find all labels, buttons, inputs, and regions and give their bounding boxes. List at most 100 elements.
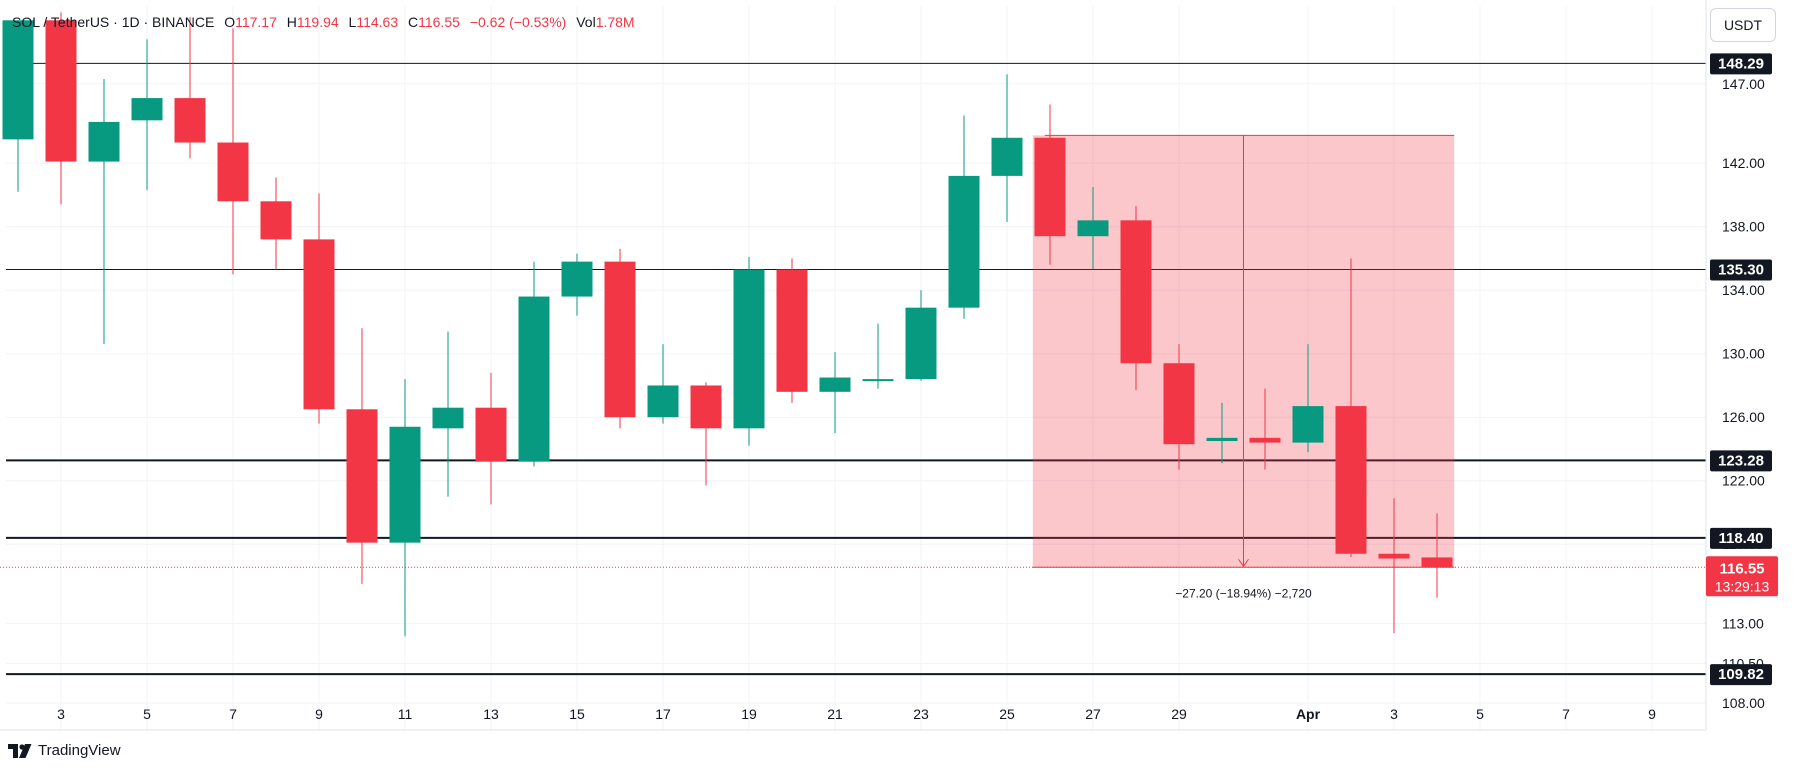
currency-button[interactable]: USDT <box>1710 8 1776 42</box>
low-value: 114.63 <box>356 14 399 30</box>
time-tick-label: 13 <box>483 706 499 722</box>
candle-up <box>1077 187 1109 270</box>
level-price-label: 135.30 <box>1718 262 1764 279</box>
horizontal-levels <box>0 62 1706 676</box>
level-price-tag <box>1710 53 1772 75</box>
level-price-label: 123.28 <box>1718 452 1764 469</box>
time-tick-label: 5 <box>143 706 151 722</box>
candle-up <box>389 379 421 637</box>
time-tick-label: 7 <box>229 706 237 722</box>
tradingview-logo[interactable]: TradingView <box>8 742 121 759</box>
candle-up <box>862 323 894 389</box>
candle-up <box>647 344 679 424</box>
candle-down <box>303 193 335 424</box>
candle-down <box>604 248 636 429</box>
price-range-label: −27.20 (−18.94%) −2,720 <box>1175 586 1312 600</box>
candle-body <box>733 269 765 429</box>
current-price-tag <box>1706 556 1778 597</box>
time-tick-label: 29 <box>1171 706 1187 722</box>
candle-body <box>819 377 851 392</box>
candle-body <box>776 269 808 392</box>
level-price-label: 109.82 <box>1718 666 1764 683</box>
time-tick-label: 3 <box>1390 706 1398 722</box>
candle-body <box>604 261 636 418</box>
price-tick-label: 147.00 <box>1722 76 1765 92</box>
time-tick-label: 9 <box>1648 706 1656 722</box>
price-tick-label: 126.00 <box>1722 409 1765 425</box>
candle-down <box>1378 498 1410 634</box>
candle-up <box>905 290 937 381</box>
high-label: H <box>286 14 297 30</box>
volume-label: Vol <box>576 14 596 30</box>
time-tick-label: 3 <box>57 706 65 722</box>
time-tick-label: 5 <box>1476 706 1484 722</box>
level-price-tag <box>1710 527 1772 549</box>
time-tick-label: 25 <box>999 706 1015 722</box>
candle-down <box>1335 258 1367 557</box>
time-tick-label: 27 <box>1085 706 1101 722</box>
candle-body <box>389 426 421 543</box>
time-tick-label: 9 <box>315 706 323 722</box>
close-label: C <box>408 14 419 30</box>
price-range-arrowhead <box>1238 558 1249 568</box>
open-label: O <box>224 14 236 30</box>
tradingview-logo-icon <box>8 743 32 758</box>
candle-body <box>948 175 980 308</box>
candle-up <box>1292 344 1324 453</box>
price-axis: 147.00 142.00 138.00 134.00 130.00 126.00 122.… <box>1705 0 1778 730</box>
candle-body <box>1292 406 1324 443</box>
candle-body <box>862 379 894 382</box>
price-range-measure: −27.20 (−18.94%) −2,720 <box>1032 134 1455 600</box>
price-tick-label: 108.00 <box>1722 695 1765 711</box>
time-tick-label: 23 <box>913 706 929 722</box>
price-tick-label: 138.00 <box>1722 219 1765 235</box>
level-price-tag <box>1710 664 1772 686</box>
symbol-title[interactable]: SOL / TetherUS · 1D · BINANCE <box>12 14 215 30</box>
candle-body <box>88 121 120 162</box>
time-tick-label: 17 <box>655 706 671 722</box>
candle-down <box>1249 388 1281 470</box>
candle-body <box>1335 406 1367 554</box>
candle-up <box>819 352 851 434</box>
candlestick-series <box>2 12 1453 637</box>
time-tick-label: Apr <box>1296 706 1321 722</box>
candle-body <box>174 98 206 143</box>
time-axis: 3 5 7 9 11 13 15 17 19 21 23 25 27 29 Apr 3 5 7 9 <box>0 706 1706 731</box>
candle-up <box>561 253 593 316</box>
candle-body <box>518 296 550 462</box>
high-value: 119.94 <box>296 14 339 30</box>
candle-down <box>475 372 507 505</box>
candle-body <box>346 409 378 543</box>
candle-body <box>1163 363 1195 445</box>
level-price-label: 148.29 <box>1718 55 1764 72</box>
candle-body <box>991 137 1023 176</box>
candle-down <box>217 28 249 275</box>
candle-down <box>260 177 292 270</box>
level-price-tag <box>1710 450 1772 472</box>
price-tick-label: 122.00 <box>1722 473 1765 489</box>
candle-body <box>131 98 163 121</box>
candle-body <box>690 385 722 429</box>
low-label: L <box>348 14 357 30</box>
candle-body <box>905 307 937 380</box>
candle-up <box>733 256 765 446</box>
candle-body <box>1421 557 1453 568</box>
candle-down <box>1120 206 1152 391</box>
candle-up <box>432 331 464 497</box>
candle-up <box>2 20 34 192</box>
time-tick-label: 7 <box>1562 706 1570 722</box>
candle-body <box>260 201 292 240</box>
close-value: 116.55 <box>418 14 460 30</box>
candle-down <box>776 258 808 403</box>
candle-up <box>1206 402 1238 464</box>
candle-body <box>1206 437 1238 442</box>
candle-body <box>217 142 249 202</box>
symbol-legend: SOL / TetherUS · 1D · BINANCE O117.17 H1… <box>12 14 635 30</box>
candle-down <box>346 328 378 584</box>
time-tick-label: 21 <box>827 706 843 722</box>
time-tick-label: 15 <box>569 706 585 722</box>
candle-body <box>1249 437 1281 443</box>
candle-up <box>948 115 980 319</box>
candle-body <box>475 407 507 462</box>
